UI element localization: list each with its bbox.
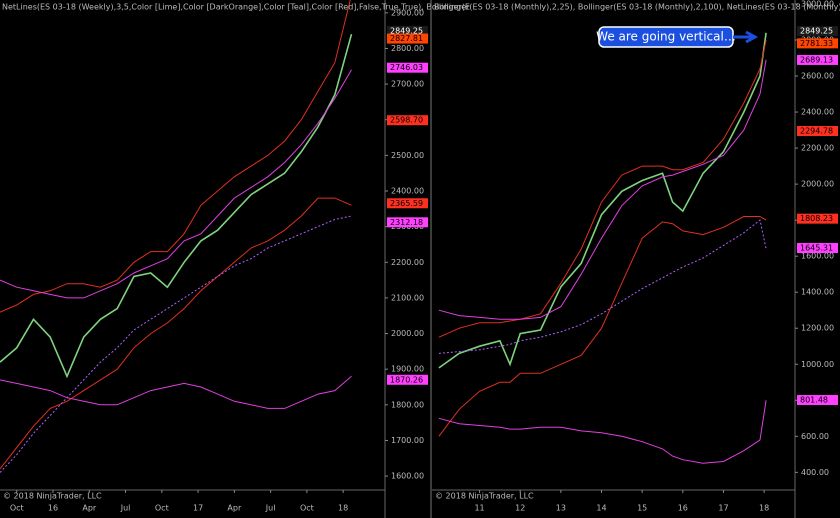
annotation: We are going vertical… xyxy=(596,30,736,44)
price-label-box xyxy=(797,243,838,254)
price-label: 1808.23 xyxy=(800,214,833,223)
price-label-box xyxy=(797,54,838,65)
price-label: 2598.70 xyxy=(390,116,423,125)
y-tick-label: 1200.00 xyxy=(801,324,834,333)
annotation-arrow xyxy=(733,30,759,44)
series-line xyxy=(438,32,767,369)
x-tick-label: Jul xyxy=(265,504,276,513)
series-line xyxy=(0,33,353,379)
price-label: 2365.59 xyxy=(390,199,423,208)
series-line xyxy=(0,69,352,299)
price-label: 2294.78 xyxy=(800,127,833,136)
x-tick-label: 18 xyxy=(759,504,769,513)
series-line xyxy=(438,59,767,320)
x-tick-label: 16 xyxy=(48,504,58,513)
x-tick-label: 14 xyxy=(596,504,606,513)
y-tick-label: 2700.00 xyxy=(391,80,424,89)
x-tick-label: 18 xyxy=(338,504,348,513)
series-line xyxy=(0,375,352,409)
y-tick-label: 1000.00 xyxy=(801,360,834,369)
series-line xyxy=(438,39,767,338)
price-label: 1870.26 xyxy=(390,375,423,384)
chart-title: Bollinger(ES 03-18 (Monthly),2,25), Boll… xyxy=(434,3,840,12)
y-tick-label: 2400.00 xyxy=(801,108,834,117)
y-tick-label: 2200.00 xyxy=(391,258,424,267)
price-label: 2746.03 xyxy=(390,63,423,72)
y-tick-label: 1900.00 xyxy=(391,365,424,374)
series-line xyxy=(0,0,351,313)
price-label-box xyxy=(387,374,428,385)
y-tick-label: 2600.00 xyxy=(801,72,834,81)
series-line xyxy=(438,400,767,464)
price-label-box xyxy=(797,26,838,37)
x-tick-label: 17 xyxy=(718,504,728,513)
y-tick-label: 1400.00 xyxy=(801,288,834,297)
price-label: 2312.18 xyxy=(390,218,423,227)
y-tick-label: 2000.00 xyxy=(801,180,834,189)
price-label: 2849.25 xyxy=(800,27,833,36)
price-label: 2827.81 xyxy=(390,34,423,43)
price-label-box xyxy=(387,217,428,228)
x-tick-label: 15 xyxy=(637,504,647,513)
x-tick-label: Oct xyxy=(300,504,314,513)
price-label-box xyxy=(387,33,428,44)
y-tick-label: 2100.00 xyxy=(391,293,424,302)
series-line xyxy=(0,197,352,470)
price-label-box xyxy=(387,198,428,209)
y-tick-label: 2800.00 xyxy=(391,44,424,53)
price-label: 2781.33 xyxy=(800,39,833,48)
price-label: 801.48 xyxy=(800,396,828,405)
price-label: 1645.31 xyxy=(800,244,833,253)
y-tick-label: 1800.00 xyxy=(391,400,424,409)
series-line xyxy=(438,219,767,354)
price-label-box xyxy=(797,395,838,406)
price-label: 2849.25 xyxy=(390,26,423,35)
price-label-box xyxy=(797,38,838,49)
price-label-box xyxy=(797,126,838,137)
y-tick-label: 2400.00 xyxy=(391,187,424,196)
y-tick-label: 1600.00 xyxy=(391,472,424,481)
y-tick-label: 600.00 xyxy=(801,432,829,441)
x-tick-label: 13 xyxy=(556,504,566,513)
y-tick-label: 2200.00 xyxy=(801,144,834,153)
y-tick-label: 1600.00 xyxy=(801,252,834,261)
x-tick-label: Oct xyxy=(155,504,169,513)
series-line xyxy=(0,215,352,473)
y-tick-label: 400.00 xyxy=(801,468,829,477)
x-tick-label: Apr xyxy=(82,504,97,513)
chart-title: NetLines(ES 03-18 (Weekly),3,5,Color [Li… xyxy=(2,3,470,12)
copyright: © 2018 NinjaTrader, LLC xyxy=(435,492,534,501)
x-tick-label: 12 xyxy=(515,504,525,513)
y-tick-label: 3000.00 xyxy=(801,0,834,8)
x-tick-label: 16 xyxy=(678,504,688,513)
x-tick-label: 11 xyxy=(474,504,484,513)
x-tick-label: Oct xyxy=(10,504,24,513)
price-label-box xyxy=(387,62,428,73)
y-tick-label: 1700.00 xyxy=(391,436,424,445)
copyright: © 2018 NinjaTrader, LLC xyxy=(3,492,102,501)
x-tick-label: Jul xyxy=(120,504,131,513)
y-tick-label: 2500.00 xyxy=(391,151,424,160)
price-label: 2689.13 xyxy=(800,55,833,64)
price-label-box xyxy=(797,213,838,224)
y-tick-label: 2000.00 xyxy=(391,329,424,338)
price-label-box xyxy=(387,25,428,36)
y-tick-label: 2900.00 xyxy=(391,8,424,17)
price-label-box xyxy=(387,115,428,126)
series-line xyxy=(438,216,767,437)
x-tick-label: Apr xyxy=(227,504,242,513)
x-tick-label: 17 xyxy=(193,504,203,513)
